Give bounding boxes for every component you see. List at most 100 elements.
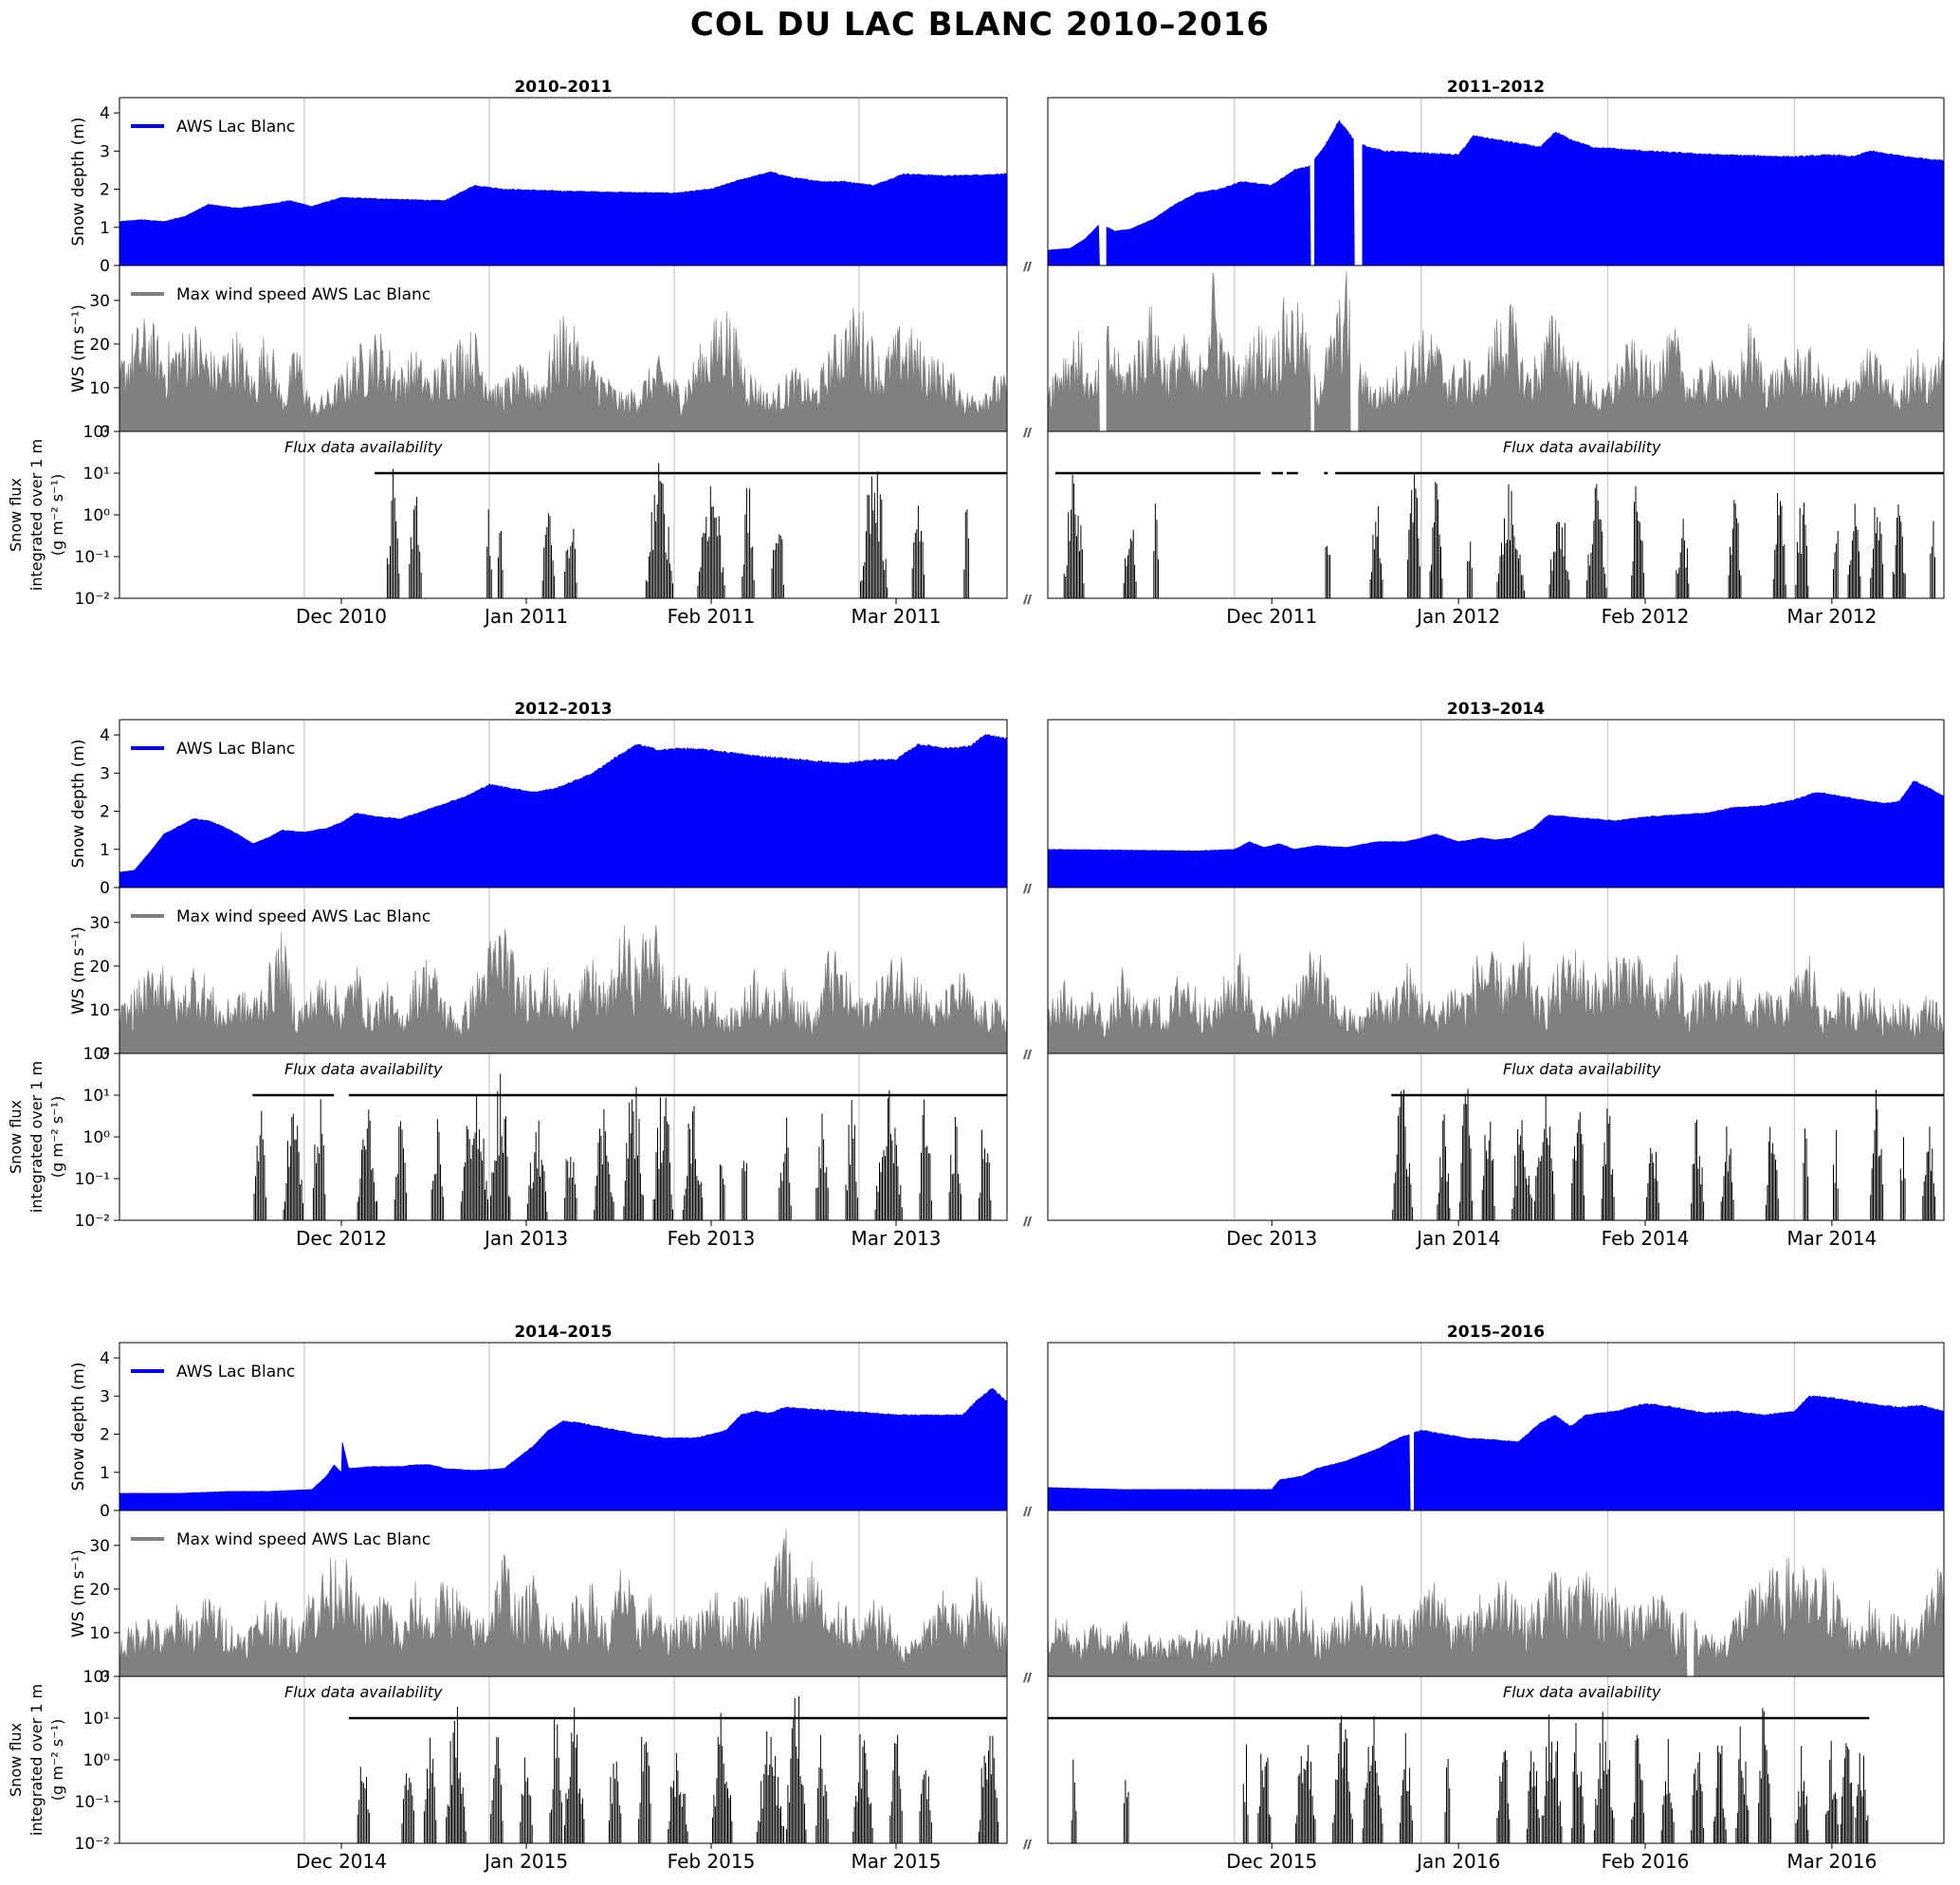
x-tick-label: Dec 2011 bbox=[1226, 605, 1317, 628]
depth-axis-label: Snow depth (m) bbox=[69, 118, 88, 247]
x-tick-label: Jan 2011 bbox=[483, 605, 568, 628]
y-tick-label: 10 bbox=[89, 1001, 110, 1020]
panel-frame bbox=[1047, 1052, 1945, 1221]
x-tick-label: Dec 2013 bbox=[1226, 1227, 1317, 1250]
x-tick-label: Feb 2016 bbox=[1602, 1850, 1690, 1873]
panel-frame bbox=[1047, 1675, 1945, 1844]
flux-panel: Flux data availability Dec 2011 Jan 2012 Fe… bbox=[1024, 430, 1945, 628]
flux-series-lines bbox=[253, 1073, 992, 1220]
season-panel-4: 2013–2014 // // Flux data availability Dec 2… bbox=[1024, 700, 1945, 1250]
y-tick-label: 3 bbox=[100, 764, 110, 783]
axis-break-mark: // bbox=[1024, 426, 1033, 439]
axis-break-mark: // bbox=[1023, 426, 1032, 439]
x-tick-label: Dec 2014 bbox=[296, 1850, 387, 1873]
legend-label: Max wind speed AWS Lac Blanc bbox=[176, 285, 430, 304]
depth-series-area bbox=[119, 734, 1008, 888]
y-tick-label: 10⁻² bbox=[75, 1212, 110, 1231]
x-tick-label: Feb 2011 bbox=[668, 605, 756, 628]
season-panel-5: 2014–2015 AWS Lac Blanc 0 1 2 3 4 Snow depth (m… bbox=[7, 1323, 1032, 1873]
depth-panel: // bbox=[1024, 1342, 1945, 1518]
chart-title: COL DU LAC BLANC 2010–2016 bbox=[689, 6, 1271, 44]
y-tick-label: 3 bbox=[100, 142, 110, 161]
x-tick-label: Mar 2015 bbox=[852, 1850, 942, 1873]
axis-break-mark: // bbox=[1024, 1671, 1033, 1684]
panel-frame bbox=[119, 430, 1008, 599]
axis-break-mark: // bbox=[1024, 593, 1033, 606]
season-title: 2015–2016 bbox=[1447, 1323, 1545, 1342]
flux-axis-label-line: integrated over 1 m bbox=[27, 1684, 46, 1836]
x-tick-label: Mar 2016 bbox=[1786, 1850, 1877, 1873]
legend-label: Max wind speed AWS Lac Blanc bbox=[176, 1530, 430, 1549]
depth-panel: AWS Lac Blanc 0 1 2 3 4 Snow depth (m) // bbox=[69, 97, 1032, 276]
season-title: 2012–2013 bbox=[514, 700, 612, 719]
flux-series-lines bbox=[1063, 472, 1935, 598]
y-tick-label: 30 bbox=[89, 292, 110, 311]
panel-frame bbox=[119, 1675, 1008, 1844]
axis-break-mark: // bbox=[1023, 1215, 1032, 1228]
flux-axis-label-line: Snow flux bbox=[7, 1723, 25, 1797]
flux-axis-label-line: integrated over 1 m bbox=[27, 1061, 46, 1213]
depth-series-area bbox=[1047, 1395, 1945, 1511]
y-tick-label: 3 bbox=[100, 1387, 110, 1406]
wind-panel: // bbox=[1024, 887, 1945, 1061]
y-tick-label: 30 bbox=[89, 1537, 110, 1556]
y-tick-label: 10¹ bbox=[83, 1710, 110, 1729]
wind-axis-label: WS (m s⁻¹) bbox=[69, 926, 88, 1015]
wind-series-area bbox=[119, 307, 1008, 432]
y-tick-label: 1 bbox=[100, 1464, 110, 1483]
flux-series-lines bbox=[386, 463, 969, 598]
season-title: 2014–2015 bbox=[514, 1323, 612, 1342]
season-panel-6: 2015–2016 // // Flux data availability Dec 2… bbox=[1024, 1323, 1945, 1873]
y-tick-label: 0 bbox=[100, 1045, 110, 1064]
flux-panel: Flux data availability 10⁻² 10⁻¹ 10⁰ 10¹ 10² S… bbox=[7, 423, 1032, 628]
flux-availability-label: Flux data availability bbox=[1503, 1060, 1661, 1078]
y-tick-label: 0 bbox=[100, 1502, 110, 1521]
depth-panel: AWS Lac Blanc 0 1 2 3 4 Snow depth (m) // bbox=[69, 719, 1032, 898]
wind-panel: // bbox=[1024, 265, 1945, 439]
axis-break-mark: // bbox=[1024, 260, 1033, 273]
x-tick-label: Feb 2015 bbox=[668, 1850, 756, 1873]
flux-availability-label: Flux data availability bbox=[284, 1060, 443, 1078]
y-tick-label: 10¹ bbox=[83, 1087, 110, 1106]
axis-break-mark: // bbox=[1024, 1838, 1033, 1851]
x-tick-label: Mar 2011 bbox=[852, 605, 942, 628]
y-tick-label: 10² bbox=[83, 423, 110, 442]
y-tick-label: 10 bbox=[89, 379, 110, 398]
axis-break-mark: // bbox=[1024, 1215, 1033, 1228]
depth-panel: // bbox=[1024, 719, 1945, 895]
y-tick-label: 0 bbox=[100, 257, 110, 276]
y-tick-label: 20 bbox=[89, 1581, 110, 1600]
x-tick-label: Jan 2012 bbox=[1415, 605, 1500, 628]
wind-series-area bbox=[119, 924, 1008, 1054]
depth-axis-label: Snow depth (m) bbox=[69, 1363, 88, 1492]
y-tick-label: 1 bbox=[100, 841, 110, 860]
y-tick-label: 10⁻¹ bbox=[75, 1793, 110, 1812]
x-tick-label: Jan 2015 bbox=[483, 1850, 568, 1873]
flux-axis-label-line: (g m⁻² s⁻¹) bbox=[48, 1096, 66, 1178]
wind-series-area bbox=[1047, 942, 1945, 1054]
x-tick-label: Jan 2014 bbox=[1415, 1227, 1500, 1250]
y-tick-label: 20 bbox=[89, 336, 110, 355]
y-tick-label: 2 bbox=[100, 181, 110, 200]
depth-series-area bbox=[1047, 119, 1945, 266]
x-tick-label: Mar 2012 bbox=[1786, 605, 1877, 628]
season-title: 2013–2014 bbox=[1447, 700, 1545, 719]
x-tick-label: Feb 2012 bbox=[1602, 605, 1690, 628]
y-tick-label: 10 bbox=[89, 1624, 110, 1643]
axis-break-mark: // bbox=[1024, 1505, 1033, 1518]
flux-availability-label: Flux data availability bbox=[1503, 438, 1661, 456]
axis-break-mark: // bbox=[1023, 593, 1032, 606]
season-title: 2011–2012 bbox=[1447, 78, 1545, 97]
legend-label: AWS Lac Blanc bbox=[176, 118, 295, 137]
axis-break-mark: // bbox=[1024, 882, 1033, 895]
axis-break-mark: // bbox=[1023, 1048, 1032, 1061]
panel-frame bbox=[1047, 430, 1945, 599]
axis-break-mark: // bbox=[1023, 260, 1032, 273]
y-tick-label: 1 bbox=[100, 219, 110, 238]
y-tick-label: 0 bbox=[100, 879, 110, 898]
y-tick-label: 2 bbox=[100, 803, 110, 822]
season-title: 2010–2011 bbox=[514, 78, 612, 97]
wind-axis-label: WS (m s⁻¹) bbox=[69, 304, 88, 393]
x-tick-label: Dec 2012 bbox=[296, 1227, 387, 1250]
